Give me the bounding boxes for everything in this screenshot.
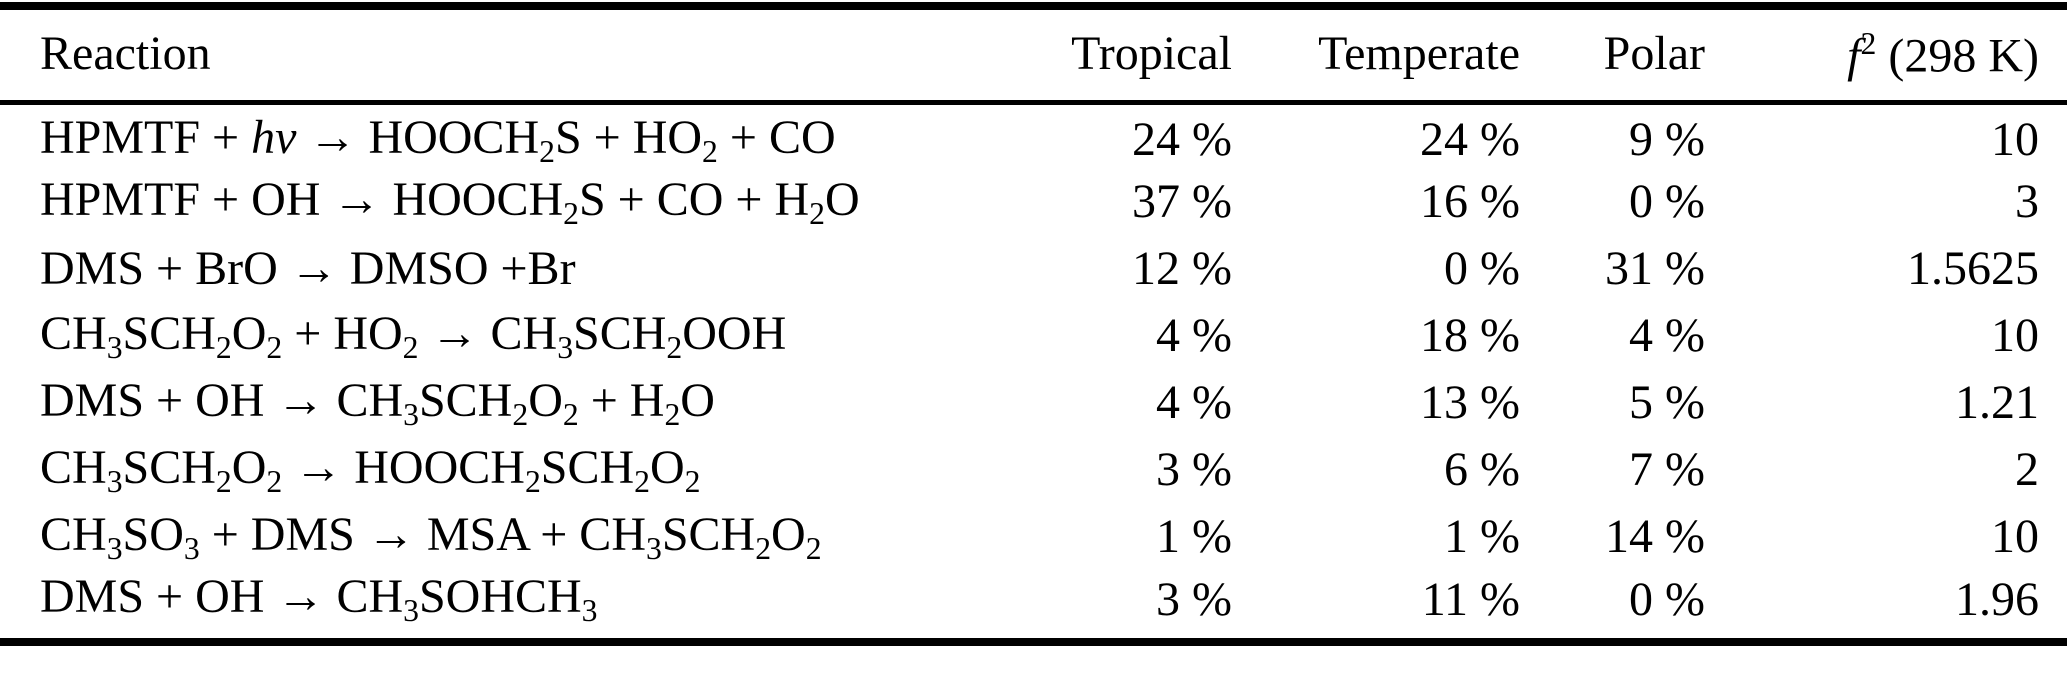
table-row: CH3SCH2O2 → HOOCH2SCH2O2 3 % 6 % 7 % 2 [0, 437, 2067, 504]
reaction-cell: DMS + OH → CH3SCH2O2 + H2O [40, 373, 715, 432]
col-header-polar: Polar [1520, 6, 1705, 105]
tropical-cell: 4 % [1156, 376, 1232, 430]
tropical-cell: 3 % [1156, 572, 1232, 626]
col-header-reaction: Reaction [0, 6, 1000, 105]
table-row: HPMTF + hν → HOOCH2S + HO2 + CO 24 % 24 … [0, 102, 2067, 169]
reaction-cell: HPMTF + OH → HOOCH2S + CO + H2O [40, 172, 860, 231]
polar-cell: 0 % [1629, 175, 1705, 229]
temperate-cell: 1 % [1444, 510, 1520, 564]
f2-cell: 2 [2015, 443, 2039, 497]
temperate-cell: 0 % [1444, 242, 1520, 296]
reaction-cell: CH3SCH2O2 + HO2 → CH3SCH2OOH [40, 306, 787, 365]
table-row: CH3SO3 + DMS → MSA + CH3SCH2O2 1 % 1 % 1… [0, 504, 2067, 571]
f2-cell: 10 [1991, 309, 2039, 363]
f2-cell: 1.5625 [1907, 242, 2039, 296]
tropical-cell: 1 % [1156, 510, 1232, 564]
polar-cell: 14 % [1605, 510, 1705, 564]
reaction-cell: CH3SCH2O2 → HOOCH2SCH2O2 [40, 440, 701, 499]
col-header-temperate: Temperate [1232, 6, 1520, 105]
tropical-cell: 24 % [1132, 112, 1232, 166]
f2-cell: 3 [2015, 175, 2039, 229]
header-row: Reaction Tropical Temperate Polar f2 (29… [0, 6, 2067, 105]
polar-cell: 0 % [1629, 572, 1705, 626]
table-header: Reaction Tropical Temperate Polar f2 (29… [0, 6, 2067, 105]
tropical-cell: 3 % [1156, 443, 1232, 497]
polar-cell: 5 % [1629, 376, 1705, 430]
table-row: DMS + OH → CH3SOHCH3 3 % 11 % 0 % 1.96 [0, 570, 2067, 642]
reaction-cell: HPMTF + hν → HOOCH2S + HO2 + CO [40, 110, 836, 169]
polar-cell: 4 % [1629, 309, 1705, 363]
reactions-table: Reaction Tropical Temperate Polar f2 (29… [0, 2, 2067, 646]
temperate-cell: 13 % [1420, 376, 1520, 430]
f2-cell: 1.21 [1955, 376, 2039, 430]
temperate-cell: 6 % [1444, 443, 1520, 497]
reaction-cell: DMS + OH → CH3SOHCH3 [40, 570, 598, 629]
table-row: DMS + BrO → DMSO +Br 12 % 0 % 31 % 1.562… [0, 236, 2067, 303]
reaction-cell: CH3SO3 + DMS → MSA + CH3SCH2O2 [40, 507, 822, 566]
polar-cell: 9 % [1629, 112, 1705, 166]
temperate-cell: 24 % [1420, 112, 1520, 166]
table-row: HPMTF + OH → HOOCH2S + CO + H2O 37 % 16 … [0, 169, 2067, 236]
temperate-cell: 11 % [1421, 572, 1520, 626]
table-row: DMS + OH → CH3SCH2O2 + H2O 4 % 13 % 5 % … [0, 370, 2067, 437]
polar-cell: 7 % [1629, 443, 1705, 497]
tropical-cell: 4 % [1156, 309, 1232, 363]
f2-cell: 10 [1991, 112, 2039, 166]
tropical-cell: 37 % [1132, 175, 1232, 229]
col-header-tropical: Tropical [1000, 6, 1232, 105]
reaction-cell: DMS + BrO → DMSO +Br [40, 242, 576, 296]
f2-cell: 1.96 [1955, 572, 2039, 626]
table-body: HPMTF + hν → HOOCH2S + HO2 + CO 24 % 24 … [0, 102, 2067, 642]
polar-cell: 31 % [1605, 242, 1705, 296]
table-row: CH3SCH2O2 + HO2 → CH3SCH2OOH 4 % 18 % 4 … [0, 303, 2067, 370]
col-header-f2-298k: f2 (298 K) [1705, 6, 2067, 105]
temperate-cell: 16 % [1420, 175, 1520, 229]
f2-cell: 10 [1991, 510, 2039, 564]
tropical-cell: 12 % [1132, 242, 1232, 296]
temperate-cell: 18 % [1420, 309, 1520, 363]
